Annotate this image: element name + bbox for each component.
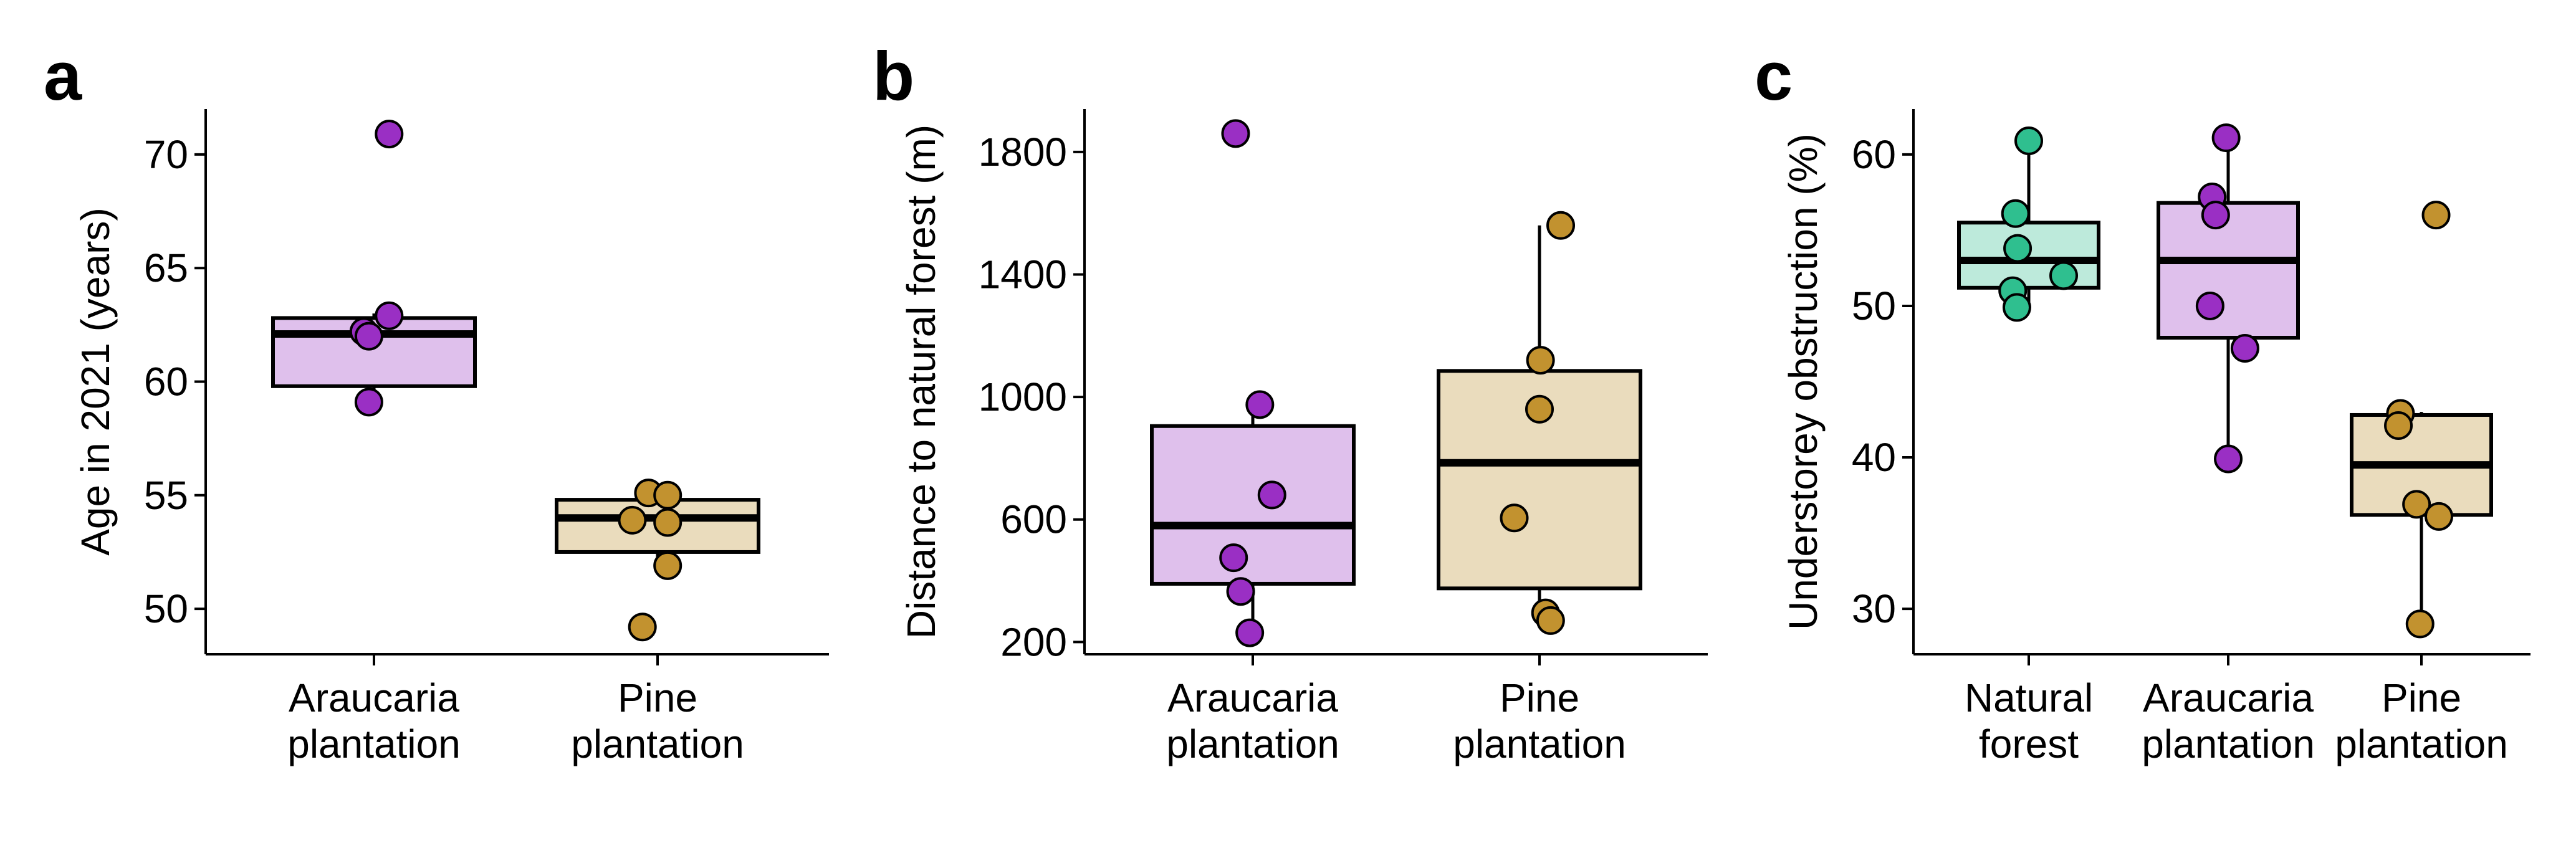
data-point [2049, 261, 2078, 290]
panel-letter: a [44, 38, 82, 115]
data-point [1500, 503, 1529, 533]
data-point [2402, 490, 2431, 519]
box [1150, 424, 1356, 586]
data-point [2195, 291, 2224, 320]
x-tick-label: Araucaria plantation [287, 675, 461, 766]
data-point [2214, 444, 2243, 474]
data-point [2001, 199, 2030, 228]
data-point [2425, 502, 2453, 531]
y-tick-label: 1400 [979, 252, 1067, 297]
y-axis-label: Age in 2021 (years) [73, 207, 118, 556]
data-point [2201, 201, 2230, 230]
x-tick-label: Natural forest [1965, 675, 2093, 766]
y-tick-label: 65 [144, 245, 188, 290]
x-tick-label: Pine plantation [1453, 675, 1626, 766]
y-axis-label: Understorey obstruction (%) [1781, 133, 1826, 630]
data-point [2421, 201, 2451, 230]
y-tick-label: 600 [1000, 497, 1067, 542]
x-tick-label: Pine plantation [2335, 675, 2508, 766]
panel-a: a Age in 2021 (years) 50 55 60 65 70 Araucaria p… [44, 38, 829, 766]
y-tick-label: 50 [144, 586, 188, 631]
series-pine-plantation: Pine plantation [555, 479, 760, 766]
series-pine-plantation: Pine plantation [1437, 211, 1642, 766]
series-natural-forest: Natural forest [1957, 126, 2100, 766]
data-point [2384, 411, 2413, 440]
data-point [2230, 334, 2259, 363]
data-point [2211, 123, 2241, 153]
data-point [354, 388, 383, 417]
x-tick-label: Araucaria plantation [1166, 675, 1339, 766]
y-tick-label: 60 [1852, 132, 1896, 177]
y-tick-label: 60 [144, 360, 188, 404]
data-point [2002, 293, 2031, 322]
data-point [1546, 211, 1576, 240]
y-tick-label: 200 [1000, 619, 1067, 664]
data-point [2003, 234, 2033, 263]
y-tick-label: 30 [1852, 586, 1896, 631]
box [2157, 201, 2300, 340]
data-point [653, 551, 682, 580]
data-point [628, 613, 657, 642]
y-tick-label: 50 [1852, 284, 1896, 328]
data-point [1525, 394, 1554, 424]
series-araucaria-plantation: Araucaria plantation [271, 120, 477, 766]
series-araucaria-plantation: Araucaria plantation [2142, 123, 2315, 766]
y-axis-label: Distance to natural forest (m) [899, 125, 944, 639]
data-point [1219, 543, 1248, 573]
panel-b: b Distance to natural forest (m) 200 600 100… [873, 38, 1708, 766]
data-point [2405, 609, 2435, 639]
data-point [653, 480, 682, 510]
y-tick-label: 70 [144, 132, 188, 177]
data-point [1245, 390, 1275, 419]
panel-letter: c [1755, 38, 1793, 115]
panel-c: c Understorey obstruction (%) 30 40 50 60 Natu… [1755, 38, 2531, 766]
data-point [1226, 577, 1255, 606]
y-tick-label: 1800 [979, 130, 1067, 174]
series-araucaria-plantation: Araucaria plantation [1150, 119, 1356, 766]
data-point [354, 322, 383, 351]
data-point [1235, 618, 1265, 647]
data-point [375, 301, 404, 330]
data-point [1536, 606, 1565, 635]
y-tick-label: 55 [144, 473, 188, 518]
x-tick-label: Araucaria plantation [2142, 675, 2315, 766]
data-point [2014, 126, 2043, 156]
data-point [1526, 346, 1555, 375]
data-point [1257, 480, 1286, 510]
series-pine-plantation: Pine plantation [2335, 201, 2508, 766]
x-tick-label: Pine plantation [571, 675, 744, 766]
y-tick-label: 40 [1852, 435, 1896, 480]
data-point [618, 505, 647, 535]
y-tick-label: 1000 [979, 374, 1067, 419]
data-point [1221, 119, 1250, 148]
data-point [653, 508, 682, 537]
panel-letter: b [873, 38, 914, 115]
data-point [375, 120, 404, 149]
